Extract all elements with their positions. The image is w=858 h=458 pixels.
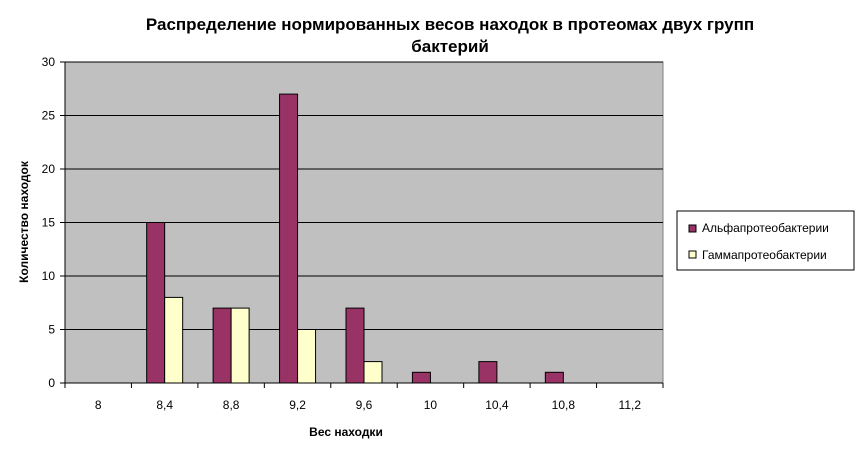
legend-box <box>676 210 855 271</box>
bar-alpha <box>544 371 564 384</box>
y-tick-label: 25 <box>42 109 56 123</box>
x-tick-label: 10,4 <box>485 398 509 412</box>
y-tick-label: 20 <box>42 162 56 176</box>
x-tick-label: 8,8 <box>223 398 240 412</box>
axes <box>60 61 664 388</box>
x-tick-label: 9,6 <box>356 398 373 412</box>
bar-gamma <box>297 329 317 384</box>
chart-title-line-1: Распределение нормированных весов находо… <box>146 15 754 34</box>
legend-swatch-gamma <box>688 250 697 259</box>
x-tick-label: 10,8 <box>552 398 576 412</box>
y-axis-title: Количество находок <box>17 160 31 283</box>
x-tick-label: 11,2 <box>619 398 642 412</box>
legend-swatch-alpha <box>688 224 697 233</box>
bar-alpha <box>345 307 365 384</box>
y-tick-labels: 0 5 10 15 20 25 30 <box>42 55 56 390</box>
chart-title-line-2: бактерий <box>411 37 489 56</box>
y-tick-label: 30 <box>42 55 56 69</box>
bar-alpha <box>212 307 232 384</box>
x-tick-label: 10 <box>424 398 438 412</box>
bars <box>146 93 564 384</box>
x-tick-label: 8,4 <box>156 398 173 412</box>
bar-alpha <box>411 371 431 384</box>
bar-alpha <box>279 93 299 384</box>
bar-gamma <box>363 361 383 384</box>
x-tick-label: 8 <box>95 398 102 412</box>
bar-alpha <box>146 222 166 384</box>
bar-alpha <box>478 361 498 384</box>
bar-gamma <box>164 296 184 384</box>
x-tick-labels: 8 8,4 8,8 9,2 9,6 10 10,4 10,8 11,2 <box>95 398 641 412</box>
legend-label-alpha: Альфапротеобактерии <box>702 221 829 235</box>
y-tick-label: 0 <box>48 376 55 390</box>
bar-gamma <box>230 307 250 384</box>
legend: Альфапротеобактерии Гаммапротеобактерии <box>676 210 855 271</box>
x-tick-label: 9,2 <box>289 398 306 412</box>
y-tick-label: 15 <box>42 216 56 230</box>
y-tick-label: 10 <box>42 269 56 283</box>
legend-label-gamma: Гаммапротеобактерии <box>702 248 827 262</box>
y-tick-label: 5 <box>48 323 55 337</box>
x-axis-title: Вес находки <box>309 425 383 439</box>
